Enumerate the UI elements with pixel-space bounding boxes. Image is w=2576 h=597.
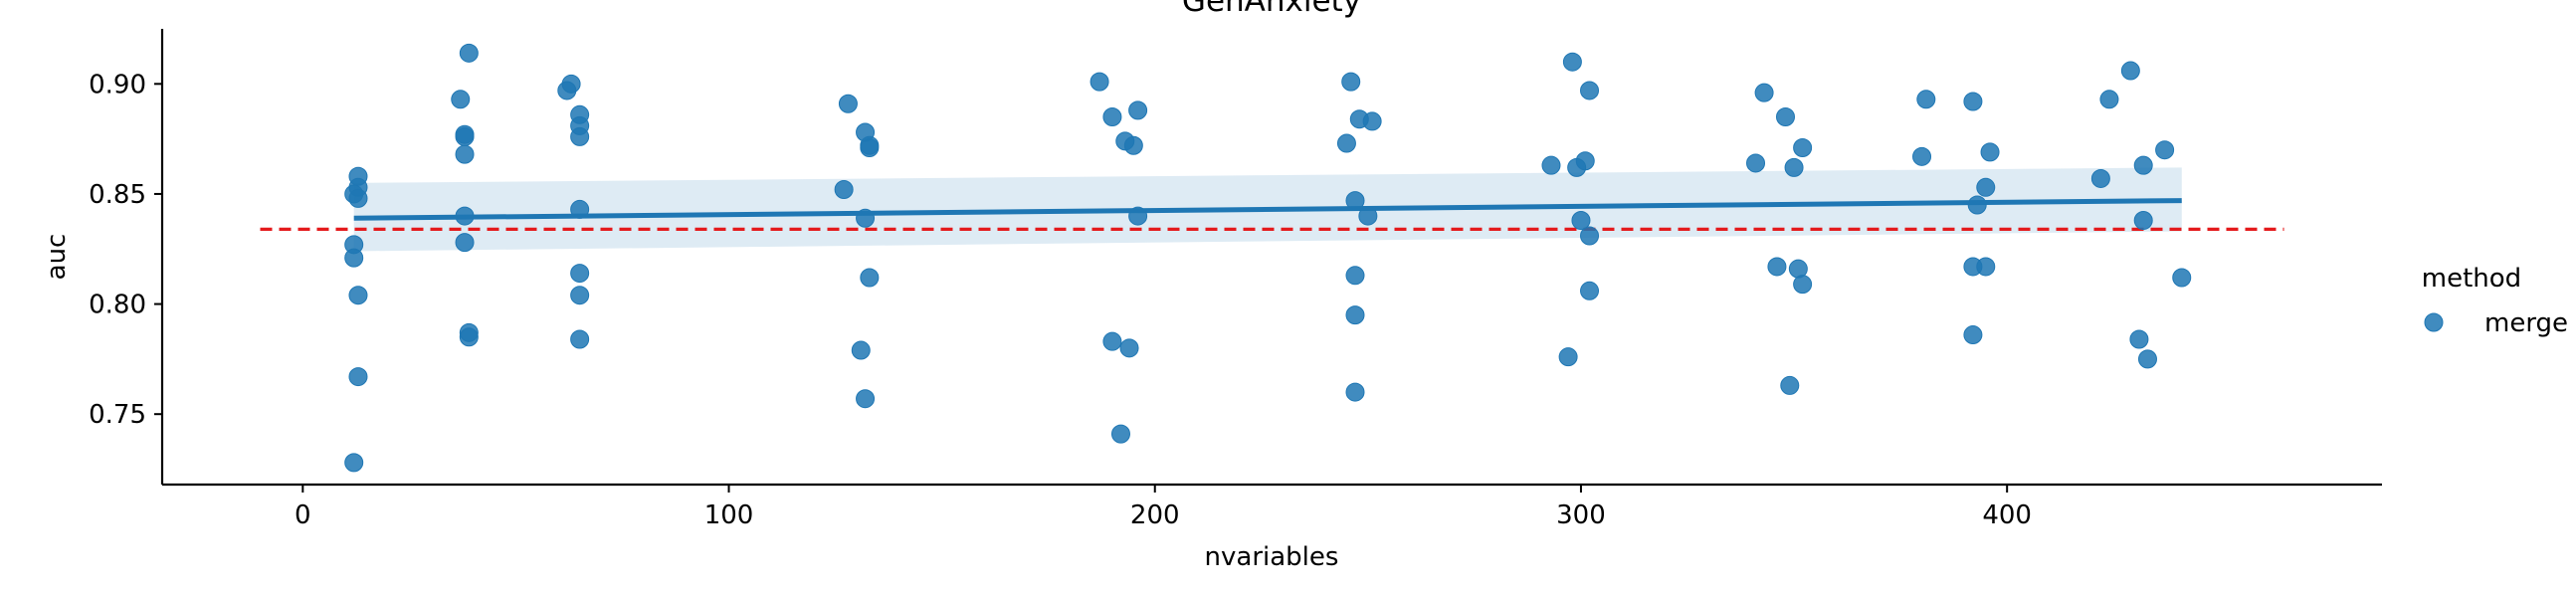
data-point — [1336, 133, 1356, 153]
data-point — [1780, 375, 1800, 395]
data-point — [1123, 135, 1143, 155]
data-point — [1963, 92, 1983, 111]
data-point — [1541, 155, 1561, 175]
y-tick-label: 0.90 — [89, 70, 146, 100]
data-point — [1580, 226, 1600, 246]
data-point — [1580, 281, 1600, 300]
data-point — [1102, 331, 1122, 351]
y-axis-label: auc — [42, 234, 72, 281]
data-point — [1793, 275, 1813, 295]
data-point — [570, 286, 590, 305]
x-tick-label: 100 — [704, 500, 754, 530]
data-point — [1963, 325, 1983, 345]
data-point — [455, 124, 475, 144]
data-point — [1916, 90, 1936, 109]
x-tick-label: 300 — [1556, 500, 1606, 530]
legend-label-merge: merge — [2484, 308, 2568, 338]
data-point — [856, 389, 876, 409]
legend-marker-merge — [2424, 312, 2444, 332]
data-point — [1775, 107, 1795, 127]
data-point — [2129, 329, 2149, 349]
data-point — [1575, 151, 1595, 171]
data-point — [860, 135, 880, 155]
data-point — [344, 248, 364, 268]
data-point — [561, 74, 581, 94]
data-point — [1580, 81, 1600, 100]
data-point — [459, 327, 479, 347]
data-point — [851, 340, 871, 360]
data-point — [1767, 257, 1787, 277]
data-point — [1562, 52, 1582, 72]
data-point — [455, 144, 475, 164]
data-point — [1784, 157, 1804, 177]
data-point — [2133, 210, 2153, 230]
data-point — [838, 94, 858, 113]
data-point — [344, 453, 364, 473]
data-point — [570, 264, 590, 284]
data-point — [1345, 266, 1365, 286]
y-tick-label: 0.75 — [89, 400, 146, 430]
x-tick-label: 0 — [295, 500, 311, 530]
data-point — [1558, 347, 1578, 367]
regression-line — [353, 198, 2182, 221]
data-point — [2120, 61, 2140, 81]
data-point — [1793, 137, 1813, 157]
y-tick-label: 0.85 — [89, 180, 146, 210]
data-point — [834, 180, 854, 200]
data-point — [2155, 140, 2175, 160]
data-point — [1345, 382, 1365, 402]
data-point — [570, 126, 590, 146]
plot-area — [260, 43, 2284, 473]
data-point — [1754, 83, 1774, 102]
data-point — [1980, 142, 2000, 162]
data-point — [2172, 268, 2192, 288]
x-tick-label: 400 — [1982, 500, 2032, 530]
data-point — [348, 286, 368, 305]
data-point — [1345, 305, 1365, 325]
data-point — [1912, 146, 1932, 166]
data-point — [1102, 107, 1122, 127]
data-point — [348, 188, 368, 208]
data-point — [1746, 153, 1766, 173]
data-point — [451, 90, 471, 109]
data-point — [455, 233, 475, 253]
data-point — [459, 43, 479, 63]
chart-title: GenAnxiety — [1182, 0, 1361, 19]
data-point — [2090, 168, 2110, 188]
data-point — [2137, 349, 2157, 369]
legend-title: method — [2422, 264, 2521, 294]
data-point — [1128, 100, 1148, 120]
x-axis-label: nvariables — [1205, 542, 1339, 572]
data-point — [2133, 155, 2153, 175]
data-point — [1110, 424, 1130, 444]
data-point — [1362, 111, 1382, 131]
y-tick-label: 0.80 — [89, 291, 146, 320]
data-point — [570, 329, 590, 349]
x-tick-label: 200 — [1130, 500, 1180, 530]
data-point — [1976, 177, 1996, 197]
data-point — [348, 166, 368, 186]
data-point — [1090, 72, 1109, 92]
data-point — [1571, 210, 1591, 230]
data-point — [1976, 257, 1996, 277]
data-point — [348, 367, 368, 387]
data-point — [2099, 90, 2119, 109]
data-point — [1119, 338, 1139, 358]
ticks: 0 100 200 300 400 0.75 0.80 0.85 0.90 — [89, 70, 2032, 530]
data-point — [860, 268, 880, 288]
legend: method merge — [2422, 264, 2568, 338]
data-point — [1341, 72, 1361, 92]
